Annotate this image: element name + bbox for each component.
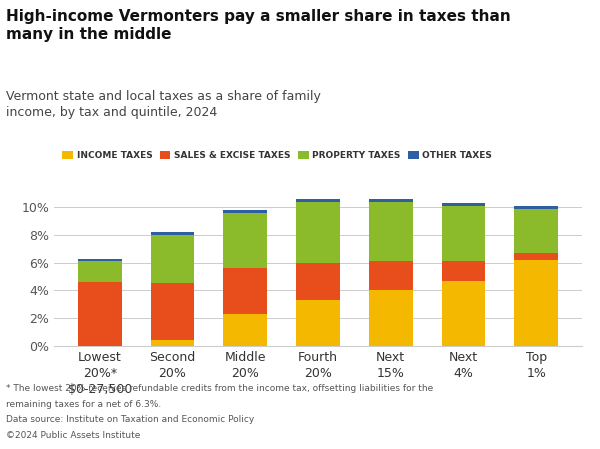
Bar [514, 206, 558, 209]
Bar [151, 235, 194, 283]
Bar [223, 314, 267, 346]
Bar [151, 232, 194, 235]
Bar [514, 253, 558, 260]
Bar [223, 268, 267, 314]
Bar [442, 206, 485, 261]
Bar [442, 203, 485, 206]
Text: ©2024 Public Assets Institute: ©2024 Public Assets Institute [6, 431, 140, 440]
Bar [78, 282, 122, 346]
Bar [296, 202, 340, 263]
Bar [296, 263, 340, 300]
Text: remaining taxes for a net of 6.3%.: remaining taxes for a net of 6.3%. [6, 400, 161, 409]
Bar [514, 260, 558, 346]
Bar [151, 283, 194, 340]
Text: * The lowest 20% receives refundable credits from the income tax, offsetting lia: * The lowest 20% receives refundable cre… [6, 384, 433, 393]
Bar [223, 213, 267, 268]
Bar [369, 261, 413, 291]
Bar [442, 261, 485, 281]
Bar [78, 259, 122, 261]
Text: Vermont state and local taxes as a share of family
income, by tax and quintile, : Vermont state and local taxes as a share… [6, 90, 321, 119]
Text: High-income Vermonters pay a smaller share in taxes than
many in the middle: High-income Vermonters pay a smaller sha… [6, 9, 511, 42]
Bar [369, 199, 413, 202]
Bar [369, 202, 413, 261]
Bar [78, 261, 122, 282]
Bar [151, 340, 194, 346]
Bar [442, 281, 485, 346]
Bar [296, 300, 340, 346]
Text: Data source: Institute on Taxation and Economic Policy: Data source: Institute on Taxation and E… [6, 415, 254, 424]
Bar [369, 291, 413, 346]
Bar [296, 199, 340, 202]
Bar [514, 209, 558, 253]
Bar [223, 210, 267, 213]
Legend: INCOME TAXES, SALES & EXCISE TAXES, PROPERTY TAXES, OTHER TAXES: INCOME TAXES, SALES & EXCISE TAXES, PROP… [59, 148, 496, 164]
